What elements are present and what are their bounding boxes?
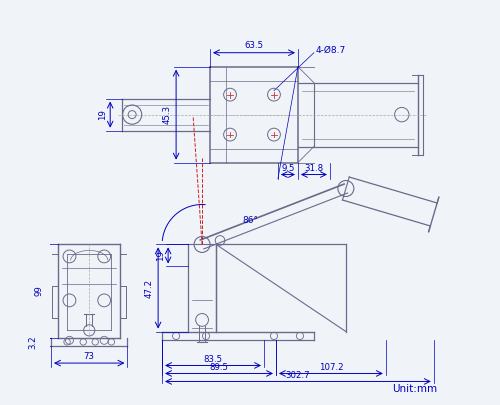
Text: 31.8: 31.8 xyxy=(304,164,324,173)
Text: 89.5: 89.5 xyxy=(210,363,229,372)
Text: 99: 99 xyxy=(35,286,44,296)
Text: 3.2: 3.2 xyxy=(28,335,38,349)
Text: 73: 73 xyxy=(84,352,94,361)
Text: 19: 19 xyxy=(98,109,106,120)
Text: 47.2: 47.2 xyxy=(145,278,154,298)
Text: 83.5: 83.5 xyxy=(204,355,223,364)
Text: Unit:mm: Unit:mm xyxy=(392,384,438,394)
Text: 86°: 86° xyxy=(242,216,258,225)
Text: 4-Ø8.7: 4-Ø8.7 xyxy=(316,46,346,55)
Text: 63.5: 63.5 xyxy=(244,41,264,50)
Text: 302.7: 302.7 xyxy=(286,371,310,380)
Text: 107.2: 107.2 xyxy=(318,363,343,372)
Text: 9.5: 9.5 xyxy=(281,164,294,173)
Text: 19: 19 xyxy=(156,250,166,261)
Text: 45.3: 45.3 xyxy=(163,105,172,124)
